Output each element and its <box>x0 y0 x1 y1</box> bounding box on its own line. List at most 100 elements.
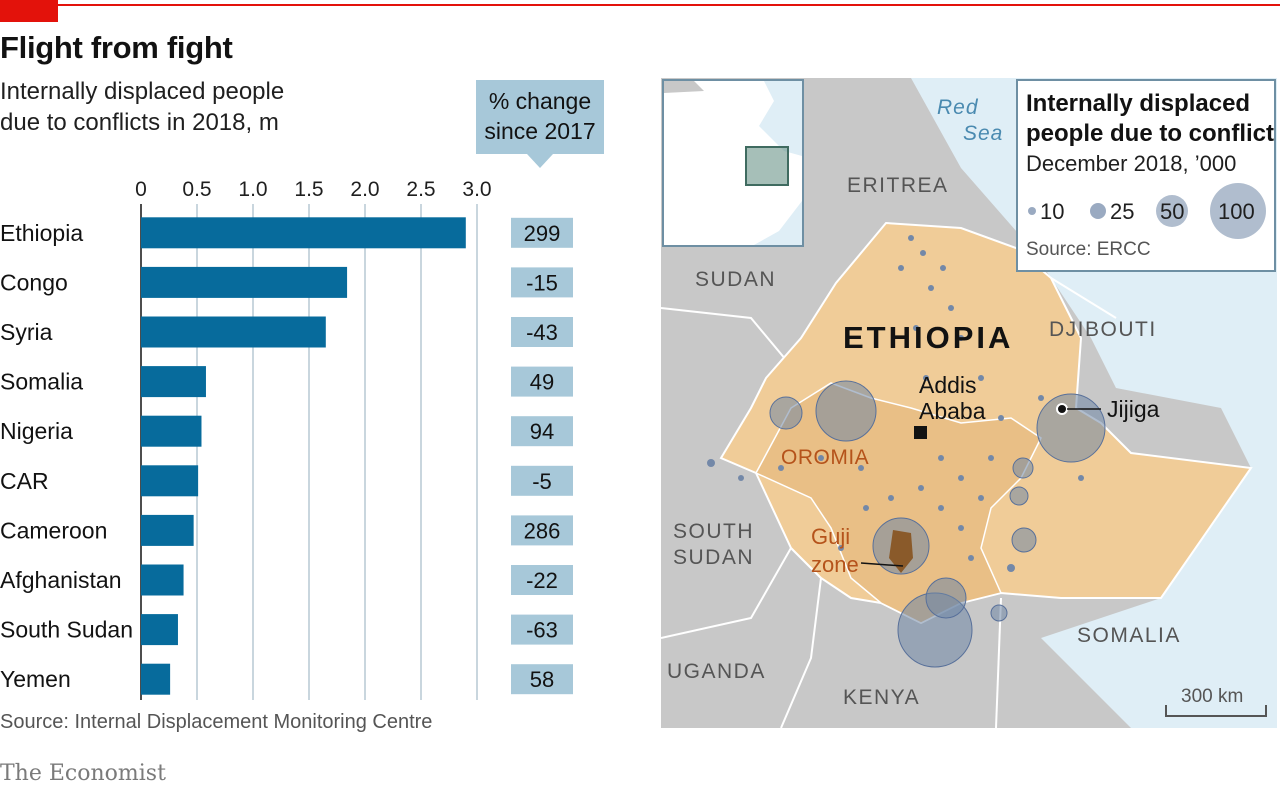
x-tick-label-1: 0.5 <box>182 178 211 201</box>
category-label: Syria <box>0 319 53 345</box>
pct-change-value: -63 <box>526 618 558 643</box>
category-label: Somalia <box>0 369 83 395</box>
scale-bar <box>1165 705 1267 717</box>
legend-circle-50 <box>1156 195 1188 227</box>
pct-change-box <box>511 366 573 397</box>
bar <box>141 465 199 497</box>
label-sudan: SUDAN <box>695 268 777 291</box>
bar-chart: 0 0.5 1.0 1.5 2.0 2.5 3.0 Ethiopia 299 Congo -15 Sy… <box>0 178 573 700</box>
legend-size-circles <box>1028 183 1266 239</box>
x-tick-label-2: 1.0 <box>238 178 267 201</box>
category-label: Cameroon <box>0 517 107 543</box>
pct-change-value: 49 <box>530 370 554 395</box>
pct-change-value: -22 <box>526 568 558 593</box>
legend-title-line-1: Internally displaced <box>1026 90 1251 117</box>
x-tick-label-4: 2.0 <box>350 178 379 201</box>
legend-circle-10 <box>1028 207 1036 215</box>
category-label: South Sudan <box>0 617 133 643</box>
category-label: Afghanistan <box>0 567 121 593</box>
chart-source: Source: Internal Displacement Monitoring… <box>0 711 433 733</box>
category-label: Yemen <box>0 666 71 692</box>
label-scale: 300 km <box>1181 686 1244 707</box>
pct-change-value: 286 <box>524 518 561 543</box>
pct-change-box <box>511 614 573 645</box>
category-label: CAR <box>0 468 49 494</box>
pct-change-box <box>511 217 573 248</box>
pct-change-box <box>511 515 573 546</box>
legend-circle-100 <box>1210 183 1266 239</box>
category-label: Ethiopia <box>0 220 83 246</box>
bar <box>141 415 202 447</box>
legend-title-line-2: people due to conflict <box>1026 120 1275 147</box>
category-label: Nigeria <box>0 418 73 444</box>
label-guji-2: zone <box>811 552 859 577</box>
bar <box>141 514 194 546</box>
label-ethiopia: ETHIOPIA <box>843 320 1014 355</box>
category-label: Congo <box>0 269 68 295</box>
label-kenya: KENYA <box>843 686 921 709</box>
label-addis-1: Addis <box>919 372 977 398</box>
publisher-logo: The Economist <box>0 761 166 786</box>
legend-label-25: 25 <box>1110 199 1135 224</box>
pct-change-box <box>511 317 573 347</box>
legend-circle-25 <box>1090 203 1106 219</box>
bubble-east-3 <box>1009 486 1029 506</box>
locator-ethiopia-box <box>745 146 789 186</box>
locator-africa <box>664 81 802 245</box>
bubble-east-4 <box>990 604 1008 622</box>
label-red-sea-1: Red <box>937 96 979 119</box>
label-djibouti: DJIBOUTI <box>1049 318 1157 341</box>
legend-label-10: 10 <box>1040 199 1065 224</box>
bar <box>141 564 184 596</box>
pct-change-box <box>511 267 573 298</box>
legend-label-50: 50 <box>1160 199 1185 224</box>
subtitle-line-1: Internally displaced people <box>0 78 285 105</box>
pct-change-value: -15 <box>526 270 558 295</box>
x-tick-label-5: 2.5 <box>406 178 435 201</box>
top-rule <box>0 4 1280 6</box>
label-jijiga: Jijiga <box>1107 396 1160 422</box>
bar <box>141 614 178 646</box>
legend-source: Source: ERCC <box>1026 239 1151 260</box>
legend-label-100: 100 <box>1218 199 1255 224</box>
label-eritrea: ERITREA <box>847 174 949 197</box>
pct-change-header-line-2: since 2017 <box>484 118 596 144</box>
pct-change-box <box>511 664 573 695</box>
pct-change-box <box>511 465 573 496</box>
bubble-jijiga <box>1036 393 1106 463</box>
bubble-west-small <box>769 396 803 430</box>
label-uganda: UGANDA <box>667 660 766 683</box>
bar <box>141 366 206 398</box>
x-tick-label-3: 1.5 <box>294 178 323 201</box>
chart-title: Flight from fight <box>0 30 233 65</box>
bubble-east-2 <box>1012 457 1034 479</box>
pct-change-header: % change since 2017 <box>476 80 604 154</box>
legend-title: Internally displaced people due to confl… <box>1026 89 1274 149</box>
pct-change-header-line-1: % change <box>488 88 592 114</box>
pct-change-value: 299 <box>524 221 561 246</box>
label-red-sea-2: Sea <box>963 122 1004 145</box>
pct-change-box <box>511 416 573 447</box>
label-somalia: SOMALIA <box>1077 624 1181 647</box>
pct-change-box <box>511 565 573 595</box>
guji-leader <box>860 562 904 567</box>
locator-inset-map <box>662 79 804 247</box>
bubble-east-1 <box>1011 527 1037 553</box>
pct-change-value: -43 <box>526 320 558 345</box>
bar <box>141 266 348 298</box>
bar <box>141 663 171 695</box>
label-south-sudan-2: SUDAN <box>673 546 755 569</box>
label-oromia: OROMIA <box>781 446 870 469</box>
pct-change-value: -5 <box>532 469 552 494</box>
x-tick-label-0: 0 <box>135 178 147 201</box>
bubble-south-upper <box>925 577 967 619</box>
x-tick-label-6: 3.0 <box>462 178 491 201</box>
bubble-west-large <box>815 380 877 442</box>
small-bubbles <box>707 235 1084 572</box>
chart-subtitle: Internally displaced people due to confl… <box>0 76 284 138</box>
label-south-sudan-1: SOUTH <box>673 520 754 543</box>
locator-graphic <box>664 81 802 245</box>
country-border-djibouti <box>1050 277 1117 319</box>
pct-change-value: 94 <box>530 419 554 444</box>
jijiga-marker <box>1056 403 1068 415</box>
